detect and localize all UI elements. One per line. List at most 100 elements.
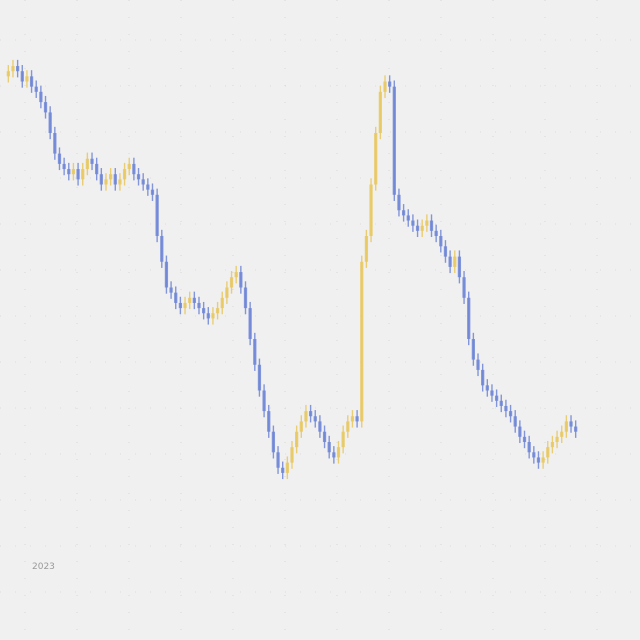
candle [560, 425, 564, 444]
candle-body-down [197, 302, 201, 309]
candle [220, 291, 224, 315]
candle-body-down [429, 220, 434, 231]
candle-body-up [564, 421, 569, 432]
candle [369, 178, 373, 243]
candle-body-up [71, 169, 76, 175]
x-tick-label: 2023 [32, 562, 55, 572]
candle-body-down [476, 359, 480, 370]
candle [546, 440, 550, 464]
candle-body-down [253, 339, 257, 365]
candle [6, 65, 10, 83]
candle [448, 250, 452, 274]
candle-body-up [555, 436, 559, 442]
candle-body-down [322, 431, 327, 442]
candle-body-down [513, 416, 517, 427]
candle-body-down [406, 215, 410, 221]
candle-body-up [550, 442, 555, 448]
candle-body-down [355, 416, 359, 422]
candle-body-down [29, 76, 34, 87]
candle-body-up [118, 179, 122, 185]
candle-body-down [504, 405, 508, 412]
candle [150, 183, 155, 201]
candle-body-down [239, 272, 243, 288]
candle-body-up [369, 184, 373, 236]
candle [276, 446, 280, 474]
candle [257, 358, 262, 397]
candle [53, 126, 57, 160]
candle-body-up [85, 158, 90, 170]
candle-body-up [234, 272, 238, 278]
candle [197, 296, 201, 315]
candle [569, 415, 573, 433]
candle [20, 65, 24, 88]
candle-body-up [336, 447, 341, 458]
candle-body-up [285, 462, 289, 473]
candle-body-up [215, 308, 220, 314]
candle-body-up [420, 225, 424, 231]
candle [239, 265, 243, 294]
candle-body-down [271, 431, 276, 453]
candle [155, 188, 159, 243]
candle [262, 384, 266, 418]
candle-body-down [248, 308, 252, 339]
candle [192, 291, 196, 310]
candle [62, 157, 66, 176]
candle-body-down [518, 426, 522, 437]
candle-body-down [327, 442, 331, 453]
candle [383, 75, 387, 98]
candle [564, 415, 569, 438]
candle [494, 389, 499, 407]
candle-body-down [174, 292, 178, 303]
candle-body-down [90, 158, 94, 164]
candle-body-down [113, 174, 117, 185]
candle [90, 152, 94, 171]
candle [67, 162, 71, 181]
candle [429, 214, 434, 238]
candle-body-up [11, 66, 15, 72]
candle-body-down [508, 411, 513, 417]
candle-body-up [229, 277, 234, 288]
candle [532, 446, 536, 464]
candle [11, 59, 15, 78]
candle-body-up [122, 169, 127, 180]
candle-body-down [262, 390, 266, 412]
candle [434, 224, 438, 243]
candle-body-down [257, 364, 262, 391]
candle [453, 250, 457, 274]
candle-body-down [536, 457, 541, 463]
candle [443, 240, 448, 263]
candle-body-up [109, 174, 113, 180]
candle [439, 229, 443, 253]
candle [146, 178, 150, 196]
candle-body-up [383, 81, 387, 92]
candle [299, 415, 303, 438]
candle-body-down [160, 236, 164, 262]
candle [285, 456, 289, 480]
candle-body-down [411, 220, 415, 226]
candle-body-up [425, 220, 429, 226]
candle-body-down [169, 287, 173, 293]
candle [290, 440, 294, 469]
candle [183, 296, 187, 315]
candle-body-down [332, 452, 336, 458]
candle-body-up [341, 431, 345, 448]
candle [229, 271, 234, 294]
candle-body-up [374, 133, 378, 185]
candle [388, 75, 392, 93]
candle [355, 410, 359, 428]
candle [169, 281, 173, 299]
candle [508, 404, 513, 423]
candle [415, 219, 420, 238]
candle-body-down [434, 230, 438, 236]
candle [378, 85, 382, 140]
candle [476, 353, 480, 377]
candle-body-down [57, 153, 62, 164]
candle-body-down [39, 91, 43, 103]
candle-body-down [522, 436, 527, 442]
candle [341, 425, 345, 454]
candle [118, 173, 122, 191]
candle [253, 332, 257, 371]
candle-body-down [485, 385, 489, 391]
